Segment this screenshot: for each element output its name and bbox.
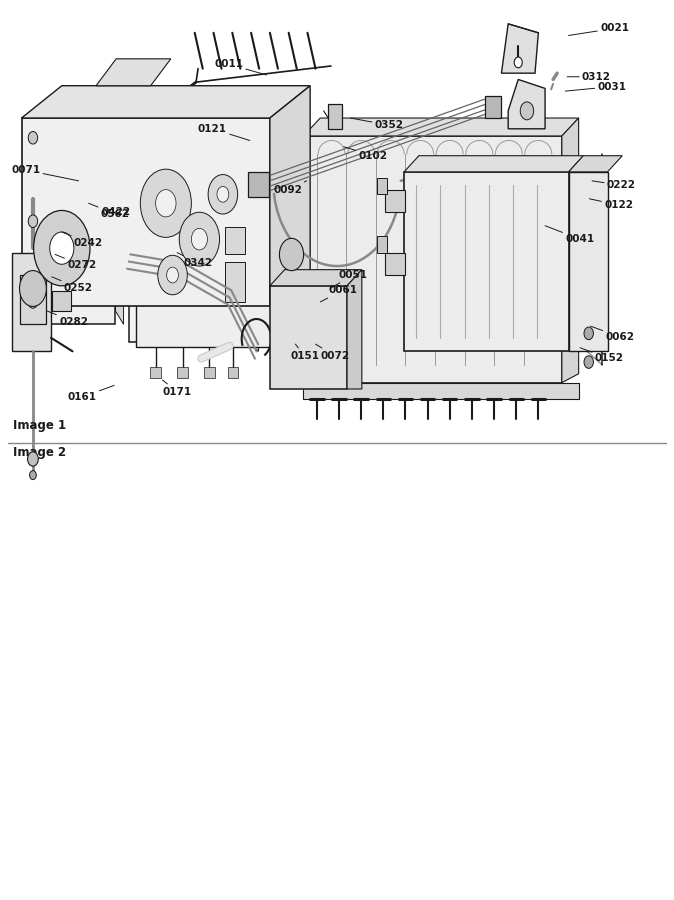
Polygon shape (270, 286, 347, 389)
Circle shape (584, 327, 593, 339)
Circle shape (280, 238, 303, 271)
Circle shape (28, 131, 38, 144)
Polygon shape (404, 172, 569, 351)
Polygon shape (303, 118, 579, 136)
Bar (150, 367, 161, 378)
Bar (377, 178, 388, 194)
Polygon shape (22, 86, 310, 118)
Polygon shape (404, 156, 583, 172)
Polygon shape (129, 112, 258, 139)
Circle shape (217, 186, 228, 202)
Text: 0282: 0282 (47, 310, 88, 327)
Text: 0061: 0061 (320, 285, 357, 302)
Polygon shape (569, 172, 607, 351)
Circle shape (514, 57, 522, 68)
Text: 0342: 0342 (177, 253, 213, 268)
Circle shape (30, 471, 36, 480)
Polygon shape (135, 127, 295, 346)
Text: 0102: 0102 (344, 147, 388, 161)
Text: 0031: 0031 (565, 82, 626, 92)
Text: 0011: 0011 (214, 59, 266, 75)
Text: 0021: 0021 (569, 23, 629, 35)
Circle shape (520, 102, 534, 120)
Circle shape (20, 271, 47, 306)
Text: 0072: 0072 (315, 344, 349, 361)
Polygon shape (569, 156, 622, 172)
Bar (249, 172, 268, 197)
Circle shape (50, 232, 74, 265)
Text: 0062: 0062 (590, 326, 634, 342)
Circle shape (156, 190, 176, 217)
Bar (225, 228, 245, 255)
Polygon shape (22, 118, 270, 306)
Polygon shape (270, 270, 362, 286)
Circle shape (584, 356, 593, 368)
Text: 0562: 0562 (89, 203, 129, 219)
Circle shape (28, 296, 38, 308)
Text: 0312: 0312 (568, 72, 611, 82)
Polygon shape (508, 79, 545, 129)
Text: 0352: 0352 (350, 118, 404, 130)
Text: 0122: 0122 (589, 199, 633, 210)
Circle shape (28, 215, 38, 228)
Text: 0222: 0222 (592, 180, 636, 190)
Text: 0071: 0071 (11, 165, 79, 181)
Bar (226, 136, 241, 152)
Polygon shape (501, 23, 539, 73)
Text: 0422: 0422 (101, 207, 131, 217)
Bar (386, 253, 406, 275)
Bar (228, 367, 239, 378)
Bar (377, 237, 388, 253)
Polygon shape (96, 58, 171, 86)
Polygon shape (303, 136, 562, 382)
Text: 0051: 0051 (330, 270, 367, 289)
Text: 0242: 0242 (62, 232, 103, 248)
Text: 0171: 0171 (162, 380, 191, 397)
Circle shape (140, 169, 191, 238)
Polygon shape (25, 118, 115, 324)
Polygon shape (12, 253, 51, 351)
Text: Image 2: Image 2 (13, 446, 67, 458)
Circle shape (166, 267, 179, 283)
Text: Image 1: Image 1 (13, 419, 67, 432)
Text: 0151: 0151 (290, 344, 319, 361)
Polygon shape (129, 122, 247, 342)
Bar (485, 95, 501, 118)
Bar (53, 292, 71, 310)
Circle shape (34, 211, 90, 286)
Circle shape (208, 175, 238, 214)
Circle shape (191, 229, 208, 250)
Bar (177, 367, 188, 378)
Polygon shape (25, 111, 123, 131)
Text: 0121: 0121 (198, 124, 250, 140)
Bar (328, 104, 342, 129)
Text: 0041: 0041 (545, 226, 594, 244)
Bar (69, 163, 98, 190)
Text: 0152: 0152 (580, 347, 623, 364)
Polygon shape (247, 122, 258, 351)
Circle shape (158, 256, 187, 295)
Bar (386, 190, 406, 212)
Polygon shape (115, 118, 123, 324)
Circle shape (179, 212, 220, 266)
Polygon shape (562, 118, 579, 382)
Text: 0161: 0161 (67, 385, 114, 402)
Bar (20, 275, 46, 324)
Polygon shape (347, 270, 362, 389)
Polygon shape (270, 86, 310, 306)
Circle shape (28, 452, 38, 466)
Text: 0092: 0092 (273, 181, 307, 194)
Text: 0252: 0252 (52, 277, 93, 292)
Text: 0272: 0272 (55, 255, 96, 270)
Bar (225, 262, 245, 302)
Polygon shape (303, 382, 579, 399)
Bar (204, 367, 215, 378)
